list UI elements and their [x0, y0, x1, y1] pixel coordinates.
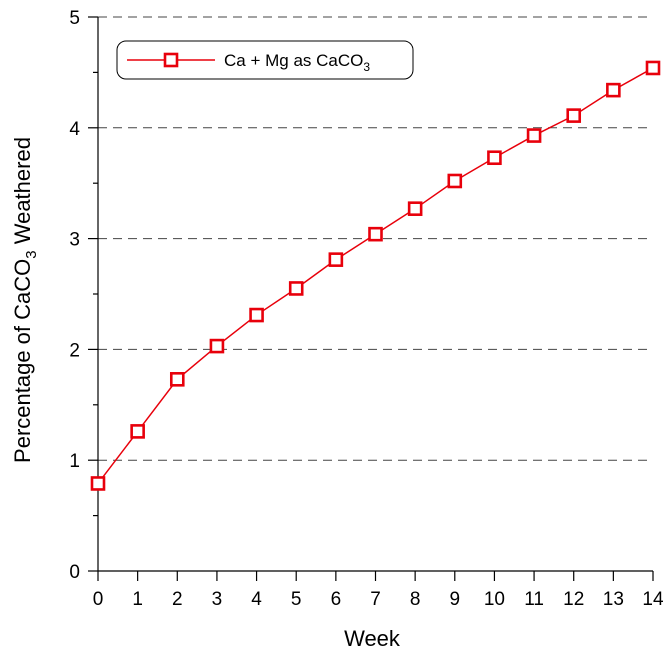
- y-tick-label: 5: [69, 8, 80, 29]
- axes: [97, 17, 653, 572]
- y-axis-title-rest: Weathered: [10, 137, 35, 250]
- data-point-marker: [288, 281, 304, 296]
- x-tick-label: 14: [642, 589, 664, 610]
- data-point-marker: [407, 201, 423, 216]
- y-tick-label: 4: [69, 119, 80, 140]
- data-point-marker: [526, 128, 542, 143]
- y-tick-label: 2: [69, 340, 80, 361]
- data-point-marker: [368, 226, 383, 242]
- x-tick-label: 1: [132, 589, 143, 610]
- legend-label: Ca + Mg as CaCO3: [224, 51, 370, 74]
- x-tick-label: 11: [524, 589, 544, 610]
- y-axis-title-subscript: 3: [23, 250, 40, 258]
- data-point-marker: [249, 307, 264, 323]
- data-point-marker: [90, 476, 106, 491]
- x-tick-label: 3: [212, 589, 223, 610]
- data-point-marker: [606, 82, 621, 98]
- legend-box: [116, 40, 414, 80]
- data-point-marker: [487, 150, 502, 166]
- legend-label-subscript: 3: [363, 60, 370, 74]
- y-tick-label: 1: [69, 451, 80, 472]
- data-point-marker: [645, 60, 661, 76]
- x-tick-label: 2: [172, 589, 183, 610]
- ticks: [88, 16, 654, 581]
- series-layer: [90, 60, 661, 491]
- x-tick-label: 10: [484, 589, 505, 610]
- legend-label-main: Ca + Mg as CaCO: [224, 51, 363, 70]
- legend-marker: [163, 52, 179, 68]
- x-tick-label: 6: [331, 589, 342, 610]
- data-point-marker: [130, 424, 145, 439]
- legend: Ca + Mg as CaCO3: [116, 40, 414, 80]
- data-point-marker: [328, 252, 344, 267]
- x-tick-label: 4: [251, 589, 262, 610]
- data-point-marker: [566, 108, 582, 123]
- x-tick-label: 12: [563, 589, 584, 610]
- y-tick-label: 0: [69, 562, 80, 583]
- series-line: [97, 67, 654, 484]
- y-tick-label: 3: [69, 230, 80, 251]
- x-tick-label: 7: [370, 589, 381, 610]
- x-tick-label: 13: [603, 589, 624, 610]
- x-tick-label: 0: [93, 589, 104, 610]
- data-point-marker: [169, 372, 185, 387]
- y-axis-title: Percentage of CaCO3 Weathered: [10, 137, 40, 463]
- x-axis-title: Week: [344, 626, 401, 651]
- x-tick-label: 5: [291, 589, 302, 610]
- data-point-marker: [209, 338, 225, 354]
- x-tick-label: 9: [449, 589, 460, 610]
- data-point-marker: [447, 173, 463, 189]
- y-axis-title-main: Percentage of CaCO: [10, 259, 35, 463]
- x-tick-label: 8: [410, 589, 421, 610]
